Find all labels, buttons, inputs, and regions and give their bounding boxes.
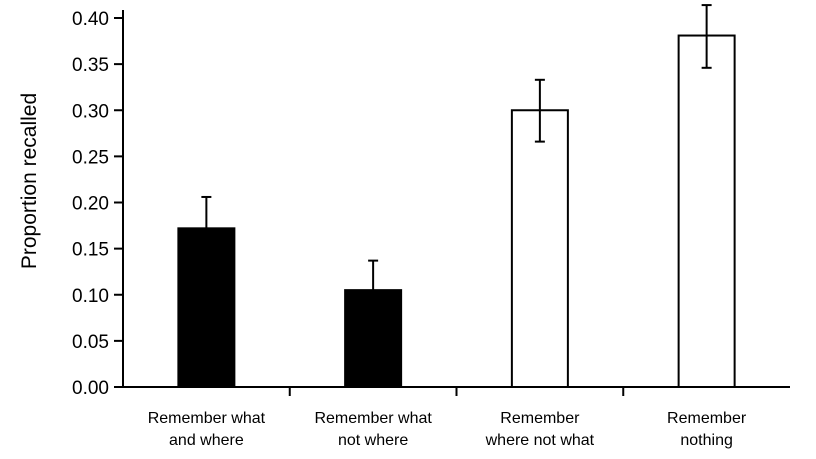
y-axis-title: Proportion recalled xyxy=(18,93,41,269)
x-category-label: Remember xyxy=(500,410,580,427)
bar xyxy=(677,34,736,389)
y-tick-label: 0.15 xyxy=(72,240,109,261)
y-tick-label: 0.35 xyxy=(72,55,109,76)
x-category-label: and where xyxy=(169,432,244,449)
x-category-label: Remember what xyxy=(314,410,432,427)
y-tick-label: 0.10 xyxy=(72,286,109,307)
x-axis: Remember what and where Remember what not w… xyxy=(123,386,790,449)
y-tick-label: 0.25 xyxy=(72,147,109,168)
y-tick-label: 0.00 xyxy=(72,378,109,399)
x-category-label: not where xyxy=(338,432,408,449)
y-tick-label: 0.20 xyxy=(72,194,109,215)
x-category-label: nothing xyxy=(680,432,733,449)
y-tick-label: 0.30 xyxy=(72,101,109,122)
bar xyxy=(177,227,236,388)
y-tick-label: 0.40 xyxy=(72,9,109,30)
bar xyxy=(510,109,569,388)
x-category-label: Remember what xyxy=(148,410,266,427)
bar xyxy=(344,289,403,389)
y-axis: 0.00 0.05 0.10 0.15 0.20 0.25 0.30 0.35 0.40 xyxy=(72,9,124,399)
x-category-label: Remember xyxy=(667,410,747,427)
x-category-label: where not what xyxy=(485,432,595,449)
bars xyxy=(177,4,736,389)
y-tick-label: 0.05 xyxy=(72,332,109,353)
